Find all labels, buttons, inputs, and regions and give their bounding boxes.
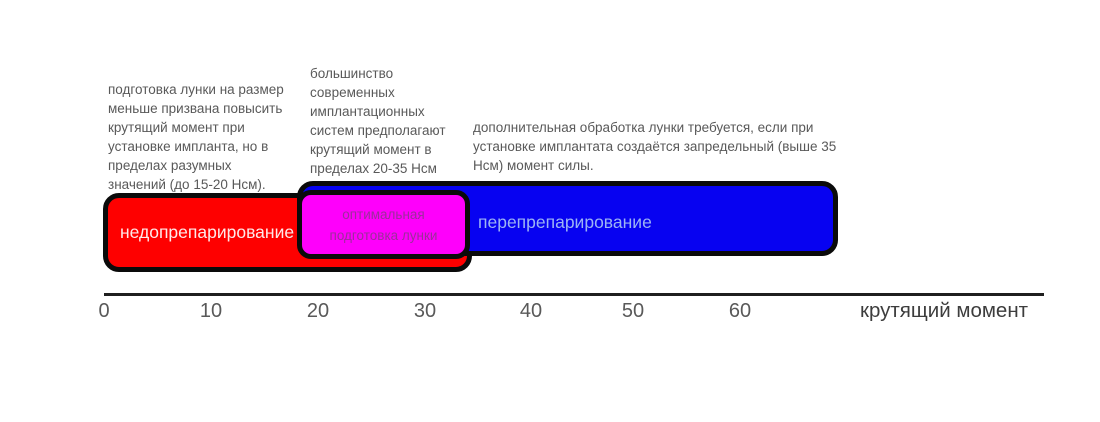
band-optimal-preparation: оптимальная подготовка лунки bbox=[297, 190, 470, 259]
axis-tick-60: 60 bbox=[728, 300, 752, 322]
axis-tick-50: 50 bbox=[621, 300, 645, 322]
axis-tick-30: 30 bbox=[413, 300, 437, 322]
band-over-preparation-label: перепрепарирование bbox=[478, 211, 652, 232]
over-preparation-note: дополнительная обработка лунки требуется… bbox=[473, 120, 837, 173]
axis-tick-10: 10 bbox=[199, 300, 223, 322]
axis-tick-20: 20 bbox=[306, 300, 330, 322]
torque-axis-line bbox=[104, 293, 1044, 296]
axis-title: крутящий момент bbox=[860, 299, 1029, 322]
band-optimal-preparation-label: оптимальная подготовка лунки bbox=[329, 206, 438, 243]
band-under-preparation-label: недопрепарирование bbox=[120, 222, 295, 242]
optimal-preparation-note: большинство современных имплантационных … bbox=[310, 66, 446, 176]
axis-tick-40: 40 bbox=[519, 300, 543, 322]
axis-tick-0: 0 bbox=[98, 300, 110, 322]
under-preparation-note: подготовка лунки на размер меньше призва… bbox=[108, 82, 284, 192]
